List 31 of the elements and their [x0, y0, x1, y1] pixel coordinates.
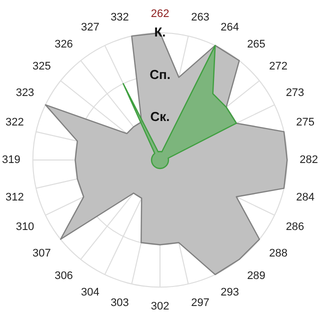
- y-tick-label: К.: [154, 24, 166, 40]
- spoke-label: 319: [2, 154, 20, 166]
- spoke-label: 303: [110, 296, 129, 309]
- spoke-label: 293: [220, 286, 239, 298]
- spoke-label: 262: [150, 8, 170, 20]
- spoke-label: 312: [5, 192, 24, 204]
- spoke-label: 302: [150, 300, 170, 312]
- spoke-label: 307: [32, 248, 51, 260]
- spoke-label: 332: [110, 11, 129, 24]
- spoke-label: 306: [54, 270, 73, 282]
- spoke-label: 286: [286, 221, 304, 234]
- spoke-label: 282: [300, 154, 318, 166]
- spoke-label: 327: [81, 22, 100, 34]
- spoke-label: 263: [191, 11, 210, 24]
- spoke-label: 265: [247, 38, 266, 50]
- y-tick-label: Сп.: [150, 66, 170, 82]
- spoke-label: 310: [16, 221, 34, 234]
- y-tick-label: Ск.: [150, 109, 170, 124]
- spoke-label: 289: [247, 270, 266, 282]
- spoke-label: 272: [269, 60, 288, 72]
- spoke-label: 304: [81, 286, 100, 298]
- spoke-label: 273: [286, 86, 304, 99]
- spoke-label: 297: [191, 296, 210, 309]
- spoke-label: 326: [54, 38, 73, 50]
- spoke-label: 275: [296, 116, 315, 128]
- spoke-label: 284: [296, 192, 315, 204]
- spoke-label: 322: [5, 116, 24, 128]
- spoke-label: 288: [269, 248, 288, 260]
- spoke-label: 264: [220, 22, 239, 34]
- spoke-label: 323: [16, 86, 34, 99]
- spoke-label: 325: [32, 60, 51, 72]
